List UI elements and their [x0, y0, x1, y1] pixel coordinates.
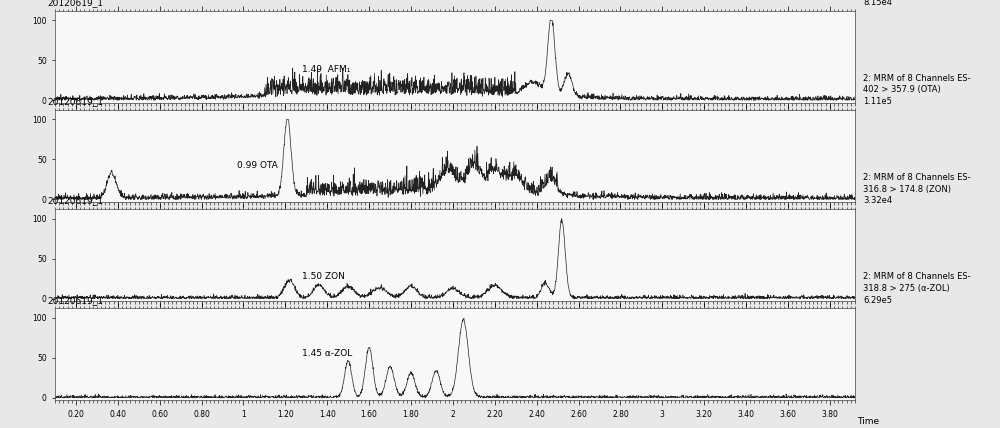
- Text: 2: MRM of 8 Channels ES-
402 > 357.9 (OTA)
1.11e5: 2: MRM of 8 Channels ES- 402 > 357.9 (OT…: [863, 74, 971, 106]
- Text: 1.49  AFM₁: 1.49 AFM₁: [302, 65, 350, 74]
- Text: 20120619_1: 20120619_1: [47, 296, 103, 305]
- Text: 2: MRM of 8 Channels ES-
316.8 > 174.8 (ZON)
3.32e4: 2: MRM of 8 Channels ES- 316.8 > 174.8 (…: [863, 173, 971, 205]
- Text: 0.99 OTA: 0.99 OTA: [237, 161, 278, 170]
- Text: 20120619_1: 20120619_1: [47, 196, 103, 205]
- Text: 20120619_1: 20120619_1: [47, 0, 103, 7]
- Text: 1: MRM of 2 Channels ES+
329 > 273 (AFM1)
8.15e4: 1: MRM of 2 Channels ES+ 329 > 273 (AFM1…: [863, 0, 974, 7]
- Text: 1.45 α-ZOL: 1.45 α-ZOL: [302, 349, 352, 358]
- Text: 1.50 ZON: 1.50 ZON: [302, 272, 345, 281]
- Text: 20120619_1: 20120619_1: [47, 97, 103, 106]
- Text: Time: Time: [857, 417, 879, 426]
- Text: 2: MRM of 8 Channels ES-
318.8 > 275 (α-ZOL)
6.29e5: 2: MRM of 8 Channels ES- 318.8 > 275 (α-…: [863, 272, 971, 305]
